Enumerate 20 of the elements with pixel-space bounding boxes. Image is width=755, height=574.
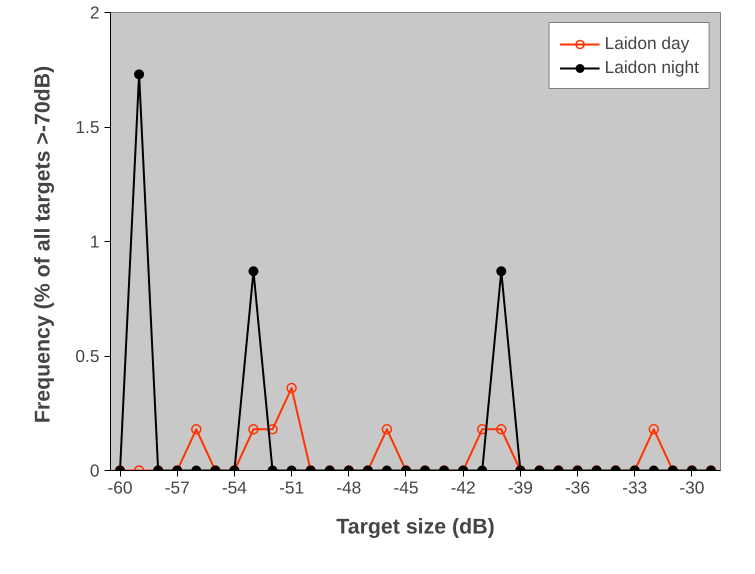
x-tick-label: -42 [450,478,476,498]
x-tick-label: -39 [508,478,533,498]
x-tick-label: -51 [279,478,304,498]
x-tick-label: -54 [222,478,248,498]
x-tick-label: -30 [679,478,704,498]
x-tick-label: -60 [108,478,133,498]
y-tick-label: 2 [90,2,100,22]
x-tick-label: -33 [622,478,648,498]
y-tick-label: 0 [90,460,100,480]
y-axis-title: Frequency (% of all targets >-70dB) [30,66,54,424]
legend-label: Laidon night [604,57,699,78]
x-tick-label: -57 [164,478,190,498]
y-tick-label: 1 [90,232,100,252]
y-tick-label: 1.5 [75,117,100,137]
x-tick-label: -45 [393,478,418,498]
x-tick-label: -36 [565,478,590,498]
y-tick-label: 0.5 [75,346,100,366]
legend-label: Laidon day [604,33,690,54]
x-axis-title: Target size (dB) [336,514,495,538]
x-tick-label: -48 [336,478,362,498]
